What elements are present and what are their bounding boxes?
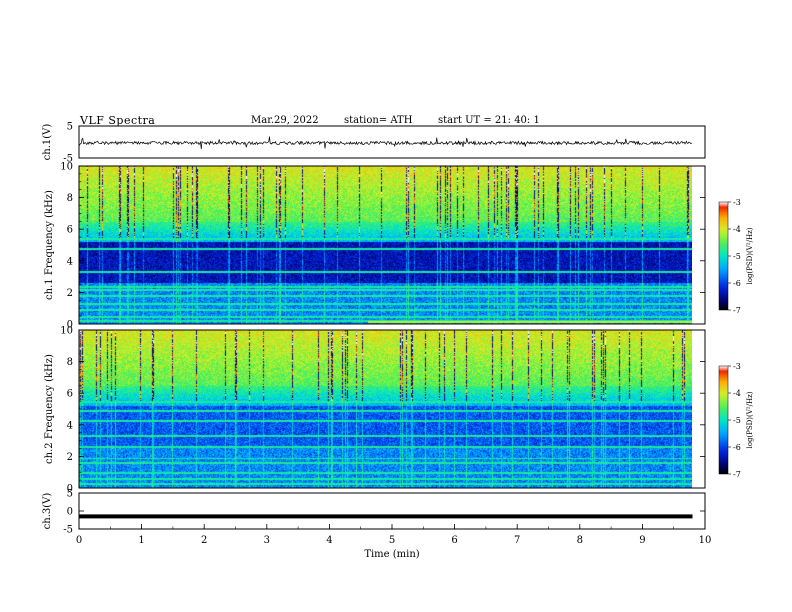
ch1-colorbar-tick-label: -7: [733, 306, 741, 315]
xaxis-label: Time (min): [364, 549, 419, 560]
chart-title: VLF Spectra: [80, 114, 156, 127]
ch1-spectrogram-ytick-label: 2: [67, 288, 73, 299]
xtick-label: 4: [326, 535, 332, 546]
ch1-colorbar-tick-label: -5: [733, 252, 741, 261]
ch2-colorbar-label: log(PSD)(V²/Hz): [746, 391, 754, 448]
xtick-label: 2: [201, 535, 207, 546]
ch3-waveform-ylabel: ch.3(V): [42, 493, 53, 530]
ch2-colorbar: [718, 365, 729, 475]
ch1-spectrogram-ytick-label: 0: [67, 320, 73, 331]
ch1-waveform-ytick-label: 5: [67, 122, 73, 133]
ch1-waveform-ylabel: ch.1(V): [42, 124, 53, 161]
ch2-colorbar-tick-label: -6: [733, 443, 741, 452]
xtick-label: 8: [577, 535, 583, 546]
ch1-colorbar: [718, 201, 729, 311]
spec1-bitmap: [79, 166, 692, 324]
colorbars: -3 -4 -5 -6 -7 log(PSD)(V²/Hz) -3 -4 -5 -6 -7 log(P…: [718, 198, 754, 479]
ch3-waveform-line: [79, 514, 693, 519]
ch2-colorbar-tick-label: -3: [733, 362, 741, 371]
ch1-colorbar-tick-label: -3: [733, 198, 741, 207]
ch1-spectrogram-ytick-label: 8: [67, 193, 73, 204]
ch2-spectrogram-ytick-label: 4: [67, 420, 73, 431]
xtick-label: 7: [514, 535, 520, 546]
ch2-spectrogram-ylabel: ch.2 Frequency (kHz): [44, 354, 55, 464]
ch2-colorbar-tick-label: -5: [733, 416, 741, 425]
ch2-spectrogram-ytick-label: 0: [67, 484, 73, 495]
xtick-label: 0: [76, 535, 82, 546]
ch1-waveform-ytick-label: -5: [63, 154, 73, 165]
xtick-label: 3: [264, 535, 270, 546]
ch2-colorbar-tick-label: -4: [733, 389, 741, 398]
xtick-label: 6: [451, 535, 457, 546]
ch1-colorbar-tick-label: -6: [733, 279, 741, 288]
xtick-label: 10: [699, 535, 712, 546]
ch1-colorbar-label: log(PSD)(V²/Hz): [746, 227, 754, 284]
xtick-label: 1: [138, 535, 144, 546]
ch2-spectrogram-panel: [78, 329, 706, 489]
xtick-label: 9: [639, 535, 645, 546]
ch2-colorbar-tick-label: -7: [733, 470, 741, 479]
ch2-spectrogram-ytick-label: 2: [67, 452, 73, 463]
ch2-spectrogram-ytick-label: 10: [60, 326, 73, 337]
ch1-waveform-panel: [78, 125, 706, 159]
ch3-waveform-panel: [78, 492, 706, 530]
ch1-waveform-line: [78, 136, 693, 150]
ch1-colorbar-tick-label: -4: [733, 225, 741, 234]
xtick-label: 5: [389, 535, 395, 546]
ch1-spectrogram-ylabel: ch.1 Frequency (kHz): [44, 190, 55, 300]
ch1-spectrogram-ytick-label: 6: [67, 225, 73, 236]
ch1-spectrogram-ytick-label: 10: [60, 162, 73, 173]
ch1-spectrogram-panel: [78, 165, 706, 325]
date-label: Mar.29, 2022: [251, 115, 319, 126]
ch1-spectrogram-image: [79, 166, 692, 324]
spec2-bitmap: [79, 330, 692, 488]
ch3-waveform-ytick-label: -5: [63, 525, 73, 536]
ch2-spectrogram-ytick-label: 8: [67, 357, 73, 368]
ch3-waveform-ytick-label: 5: [67, 489, 73, 500]
ch3-waveform-ytick-label: 0: [67, 507, 73, 518]
ch2-spectrogram-image: [79, 330, 692, 488]
start-time-label: start UT = 21: 40: 1: [438, 115, 540, 126]
ch2-spectrogram-ytick-label: 6: [67, 389, 73, 400]
ch1-spectrogram-ytick-label: 4: [67, 256, 73, 267]
station-label: station= ATH: [344, 115, 413, 126]
